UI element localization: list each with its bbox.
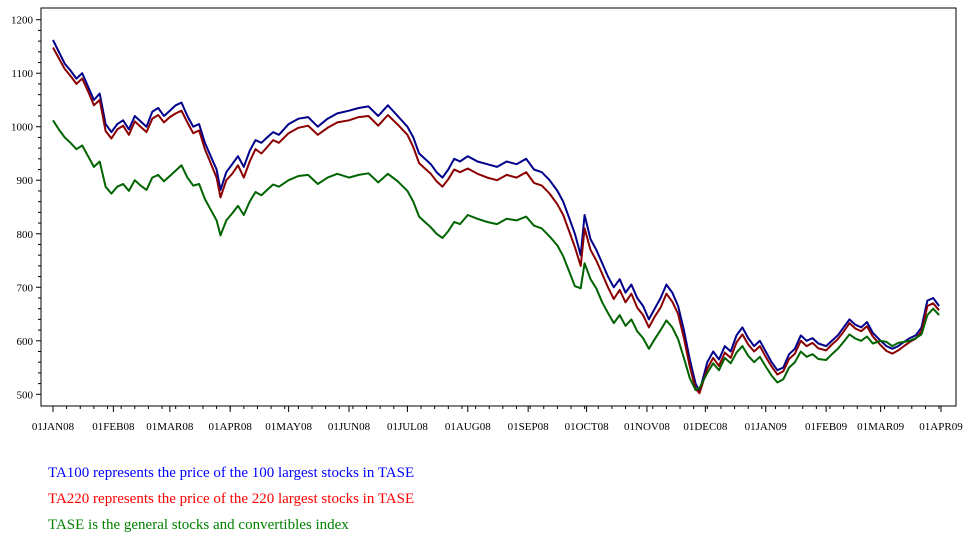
x-tick-label: 01FEB09 <box>805 421 848 433</box>
x-tick-label: 01AUG08 <box>445 421 491 433</box>
annotation-ta100: TA100 represents the price of the 100 la… <box>48 465 415 481</box>
y-axis: 500 600 700 800 900 1000 1100 1200 <box>11 15 41 401</box>
x-tick-label: 01JUN08 <box>328 421 371 433</box>
y-tick-label: 1100 <box>11 68 33 80</box>
x-tick-label: 01OCT08 <box>565 421 610 433</box>
y-tick-label: 800 <box>17 229 34 241</box>
y-tick-label: 500 <box>17 389 34 401</box>
annotation-ta220: TA220 represents the price of the 220 la… <box>48 491 415 507</box>
series-lines <box>52 39 940 395</box>
annotation-tase: TASE is the general stocks and convertib… <box>48 517 349 533</box>
x-tick-label: 01MAR09 <box>857 421 905 433</box>
x-tick-label: 01DEC08 <box>683 421 728 433</box>
x-tick-label: 01SEP08 <box>508 421 549 433</box>
x-tick-label: 01JAN09 <box>745 421 788 433</box>
y-tick-label: 700 <box>17 282 34 294</box>
x-tick-label: 01JAN08 <box>32 421 75 433</box>
series-ta220-line <box>52 47 940 395</box>
y-tick-label: 1000 <box>11 122 34 134</box>
x-tick-label: 01JUL08 <box>387 421 428 433</box>
plot-frame <box>40 7 957 407</box>
annotations: TA100 represents the price of the 100 la… <box>48 460 414 538</box>
x-tick-label: 01APR09 <box>919 421 963 433</box>
y-tick-label: 900 <box>17 175 34 187</box>
x-tick-label: 01NOV08 <box>624 421 670 433</box>
x-tick-label: 01MAY08 <box>265 421 312 433</box>
x-tick-label: 01MAR08 <box>146 421 194 433</box>
y-tick-label: 600 <box>17 336 34 348</box>
line-chart: 500 600 700 800 900 1000 1100 1200 01JAN08 01FEB… <box>11 7 963 433</box>
series-tase-line <box>52 119 940 391</box>
y-tick-label: 1200 <box>11 15 34 27</box>
x-tick-label: 01APR08 <box>209 421 253 433</box>
series-ta100-line <box>52 39 940 393</box>
x-axis: 01JAN08 01FEB08 01MAR08 01APR08 01MAY08 01JUN… <box>32 406 963 433</box>
x-tick-label: 01FEB08 <box>92 421 135 433</box>
